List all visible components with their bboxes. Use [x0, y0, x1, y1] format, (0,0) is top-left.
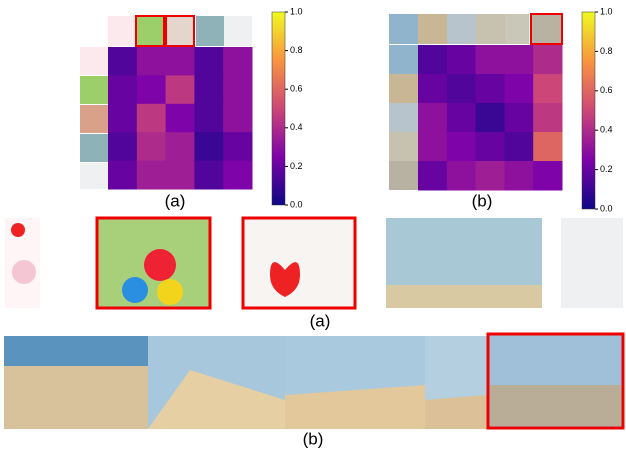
heatmap-cell — [108, 47, 138, 76]
heatmap-cell — [165, 103, 195, 133]
heatmap-cell — [475, 103, 505, 133]
colorbar-tick-label: 0.6 — [600, 85, 613, 95]
heatmap-cell — [194, 75, 224, 105]
colorbar — [581, 11, 596, 210]
colorbar-tick-label: 0.4 — [600, 125, 613, 135]
heatmap-cell — [165, 75, 195, 105]
heatmap-cell — [475, 74, 505, 104]
heatmap-cell — [533, 132, 563, 162]
heatmap-cell — [418, 161, 448, 191]
heatmap-cell — [504, 103, 534, 133]
heatmap-cell — [475, 45, 505, 75]
heatmap-cell — [223, 132, 253, 162]
colorbar-tick-label: 0.6 — [290, 84, 303, 94]
colorbar-tick-label: 0.0 — [600, 203, 613, 213]
heatmap-cell — [533, 45, 563, 75]
heatmap-cell — [136, 75, 167, 105]
heatmap-cell — [108, 75, 138, 105]
heatmap-cell — [194, 103, 224, 133]
heatmap-cell — [108, 160, 138, 190]
heatmap-cell — [223, 103, 253, 133]
colorbar-tick-label: 1.0 — [290, 6, 303, 16]
heatmap-cell — [418, 45, 448, 75]
heatmap-cell — [446, 161, 477, 191]
colorbar-tick-label: 0.4 — [290, 122, 303, 132]
heatmap-cell — [108, 103, 138, 133]
heatmap-cell — [533, 103, 563, 133]
colorbar-tick-label: 0.2 — [290, 161, 303, 171]
heatmap-cell — [504, 132, 534, 162]
heatmap-cell — [533, 161, 563, 191]
heatmap-cell — [446, 103, 477, 133]
heatmap-cell — [504, 161, 534, 191]
colorbar-tick-label: 0.8 — [290, 45, 303, 55]
heatmap-cell — [165, 160, 195, 190]
heatmap-cell — [194, 132, 224, 162]
thumbnails-a — [80, 15, 252, 189]
figure-caption: (b) — [303, 429, 324, 448]
heatmap-cell — [223, 47, 253, 76]
heatmap-cell — [223, 160, 253, 190]
heatmap-cell — [504, 74, 534, 104]
heatmap-cell — [223, 75, 253, 105]
colorbar-tick-label: 1.0 — [600, 6, 613, 16]
heatmap-caption: (a) — [165, 191, 186, 210]
photo-row-b — [4, 332, 625, 430]
heatmap-cell — [475, 132, 505, 162]
heatmap-cell — [446, 45, 477, 75]
heatmap-cell — [165, 132, 195, 162]
heatmap-cell — [446, 132, 477, 162]
heatmap-cell — [418, 103, 448, 133]
photo-row-a — [5, 216, 623, 310]
colorbar-tick-label: 0.8 — [600, 46, 613, 56]
heatmap-cell — [108, 132, 138, 162]
heatmap-caption: (b) — [472, 191, 493, 210]
colorbar — [271, 11, 286, 206]
heatmap-cell — [165, 47, 195, 76]
heatmap-cell — [194, 47, 224, 76]
heatmap-cell — [504, 45, 534, 75]
heatmap-cell — [418, 132, 448, 162]
colorbar-tick-label: 0.2 — [600, 164, 613, 174]
heatmap-cell — [446, 74, 477, 104]
figure-caption: (a) — [310, 311, 331, 330]
heatmap-cell — [194, 160, 224, 190]
heatmap-cell — [136, 103, 167, 133]
heatmap-cell — [418, 74, 448, 104]
heatmap-cell — [136, 160, 167, 190]
heatmap-cell — [475, 161, 505, 191]
thumbnails-b — [389, 13, 563, 190]
colorbar-tick-label: 0.0 — [290, 199, 303, 209]
heatmap-cell — [136, 47, 167, 76]
heatmap-cell — [533, 74, 563, 104]
heatmap-cell — [136, 132, 167, 162]
